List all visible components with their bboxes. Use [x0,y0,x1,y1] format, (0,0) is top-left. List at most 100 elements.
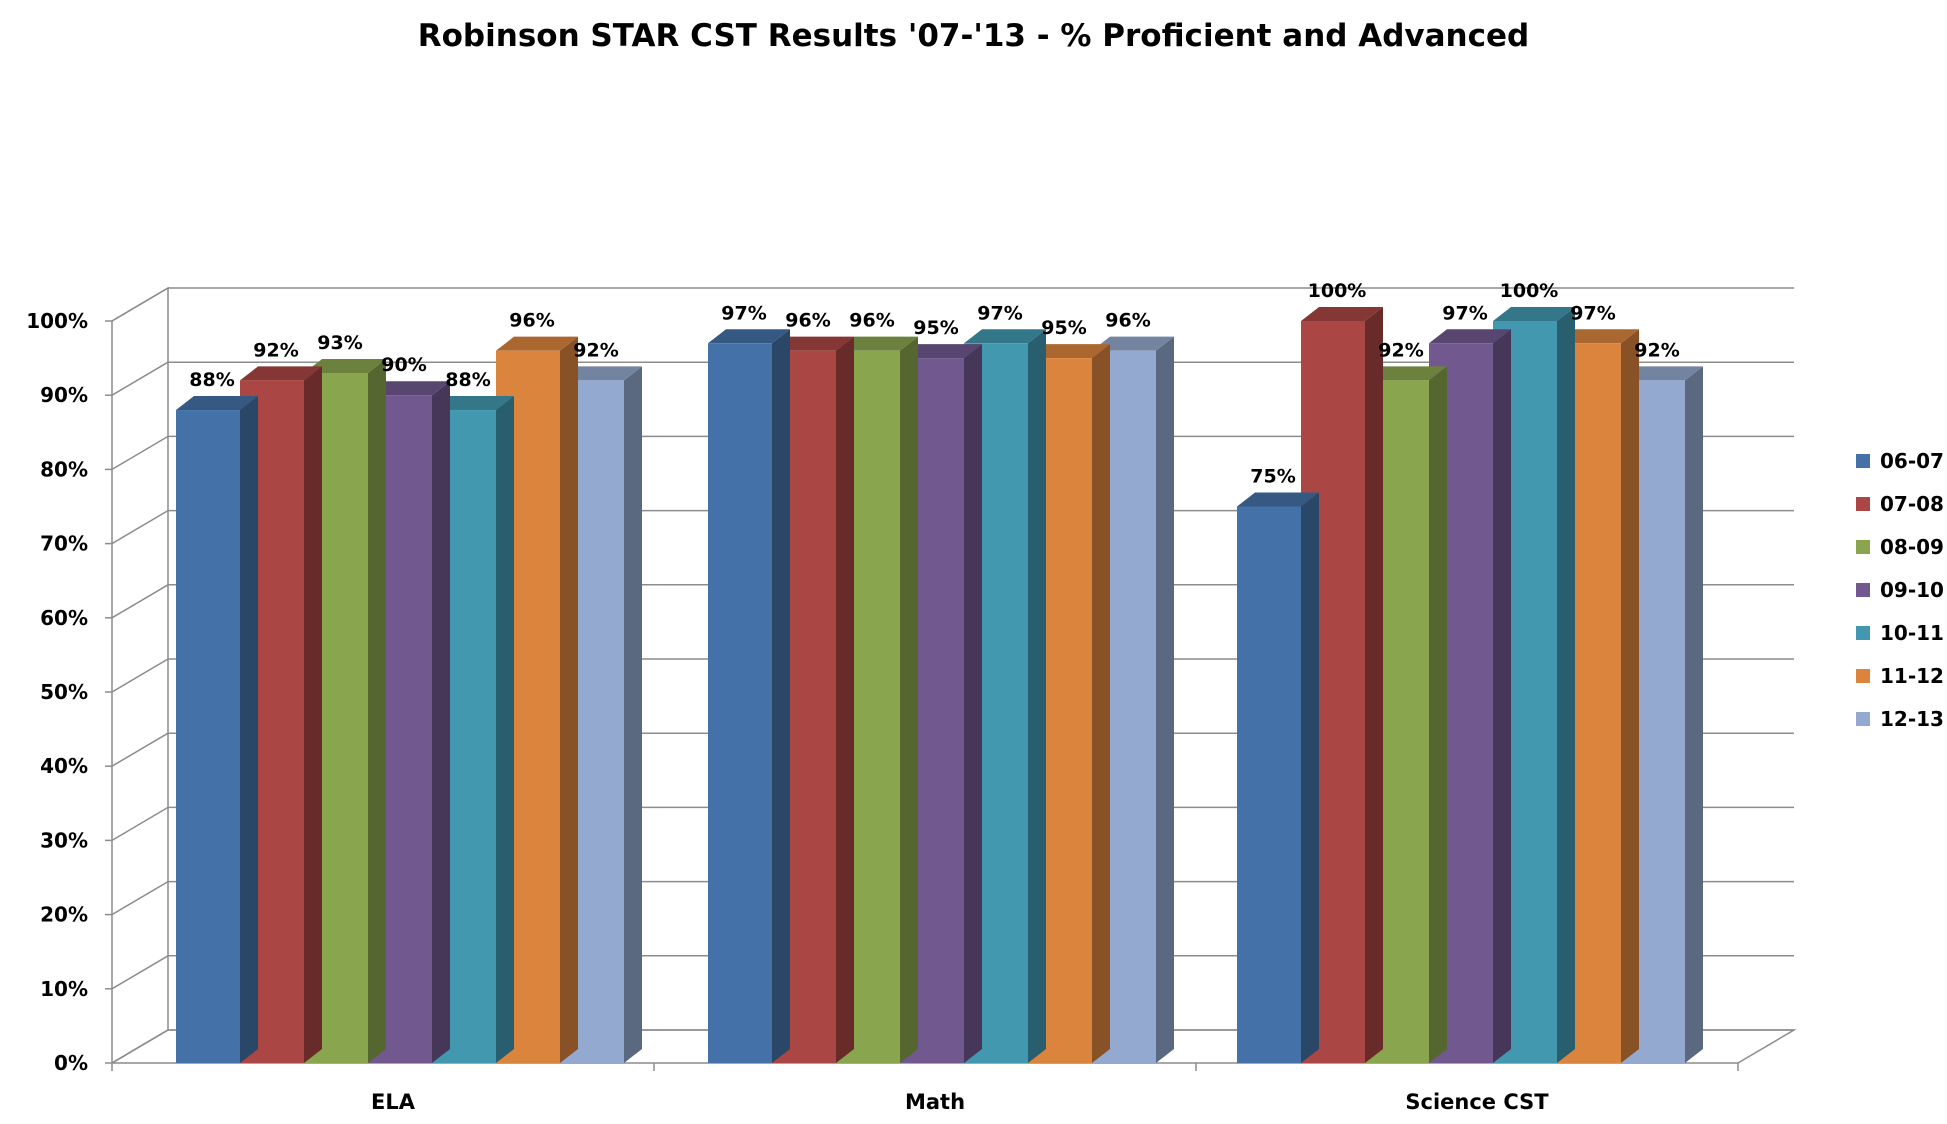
data-label: 97% [1442,302,1487,324]
data-label: 97% [977,302,1022,324]
legend-label: 11-12 [1880,664,1944,688]
bar-side [1028,329,1046,1063]
bar-side [432,381,450,1063]
bar [708,329,790,1063]
bar-side [1429,366,1447,1063]
data-label: 93% [317,332,362,354]
y-tick-label: 20% [40,903,88,927]
bar-side [496,396,514,1063]
y-tick-label: 60% [40,606,88,630]
bar-side [772,329,790,1063]
legend-item: 09-10 [1856,578,1944,602]
y-tick-label: 90% [40,383,88,407]
bar [1237,492,1319,1063]
gridline-side [111,880,169,916]
bar-side [1301,492,1319,1063]
bar-side [1092,344,1110,1064]
bar-front [708,343,772,1063]
legend-swatch [1856,454,1870,468]
data-label: 92% [1378,339,1423,361]
bar-top [1092,336,1174,351]
bar-top [560,366,642,381]
data-label: 92% [253,339,298,361]
legend-swatch [1856,583,1870,597]
bar-side [240,396,258,1063]
category-label: Math [905,1090,965,1114]
bar-side [836,336,854,1063]
data-label: 96% [785,310,830,332]
bar-side [560,336,578,1063]
bar-side [1156,336,1174,1063]
legend-label: 06-07 [1880,449,1944,473]
bar-side [1557,307,1575,1063]
legend-label: 08-09 [1880,535,1944,559]
legend-swatch [1856,540,1870,554]
bar-front [176,410,240,1063]
y-tick-label: 10% [40,977,88,1001]
data-label: 97% [721,302,766,324]
data-label: 96% [509,310,554,332]
y-tick-label: 0% [54,1051,88,1075]
bar-side [1685,366,1703,1063]
bar-top [240,366,322,381]
legend: 06-07 07-08 08-09 09-10 10-11 11-12 12-13 [1856,449,1944,731]
data-label: 88% [445,369,490,391]
gridline-side [111,361,169,396]
bar-top [432,396,514,411]
bar-side [368,358,386,1063]
bar-top [1365,366,1447,381]
bar-top [964,329,1046,344]
gridline-side [111,1029,169,1064]
data-label: 92% [573,339,618,361]
category-label: Science CST [1405,1090,1549,1114]
legend-item: 08-09 [1856,535,1944,559]
legend-label: 10-11 [1880,621,1944,645]
legend-label: 12-13 [1880,707,1944,731]
gridline-side [111,806,169,842]
bar-top [496,336,578,351]
legend-item: 10-11 [1856,621,1944,645]
bar-front [1237,506,1301,1063]
bar-top [1301,307,1383,321]
gridline-side [111,287,169,322]
bar-top [836,336,918,351]
gridline-side [111,509,169,545]
legend-swatch [1856,669,1870,683]
legend-label: 07-08 [1880,492,1944,516]
bar-top [1429,329,1511,344]
data-labels: 92% 96% 88% 90% 93% 92% 88% 96% 95% 97% 95% 96% 96% 9… [189,280,1679,488]
bar-side [1621,329,1639,1063]
data-label: 92% [1634,339,1679,361]
legend-item: 07-08 [1856,492,1944,516]
y-tick-label: 50% [40,680,88,704]
gridline-side [111,584,169,619]
gridline-side [111,955,169,990]
legend-item: 06-07 [1856,449,1944,473]
legend-item: 11-12 [1856,664,1944,688]
data-label: 90% [381,354,426,376]
bar-top [1493,307,1575,321]
y-tick-label: 30% [40,828,88,852]
gridline-side [111,732,169,767]
bars [176,307,1703,1064]
bar-side [1365,307,1383,1063]
y-tick-labels: 0% 10% 20% 30% 40% 50% 60% 70% 80% 90% 100% [26,309,88,1075]
chart-title: Robinson STAR CST Results '07-'13 - % Pr… [417,18,1530,54]
legend-item: 12-13 [1856,707,1944,731]
bar-side [624,366,642,1063]
bar-top [900,344,982,359]
y-tick-label: 80% [40,457,88,481]
bar-top [176,396,258,411]
y-tick-label: 100% [26,309,88,333]
bar-side [1493,329,1511,1063]
data-label: 95% [913,317,958,339]
legend-swatch [1856,626,1870,640]
gridline-side [111,435,169,471]
bar-top [772,336,854,351]
category-label: ELA [371,1090,416,1114]
bar-top [1028,344,1110,359]
category-labels: ELA Math Science CST [371,1090,1549,1114]
data-label: 96% [849,310,894,332]
bar-side [964,344,982,1064]
